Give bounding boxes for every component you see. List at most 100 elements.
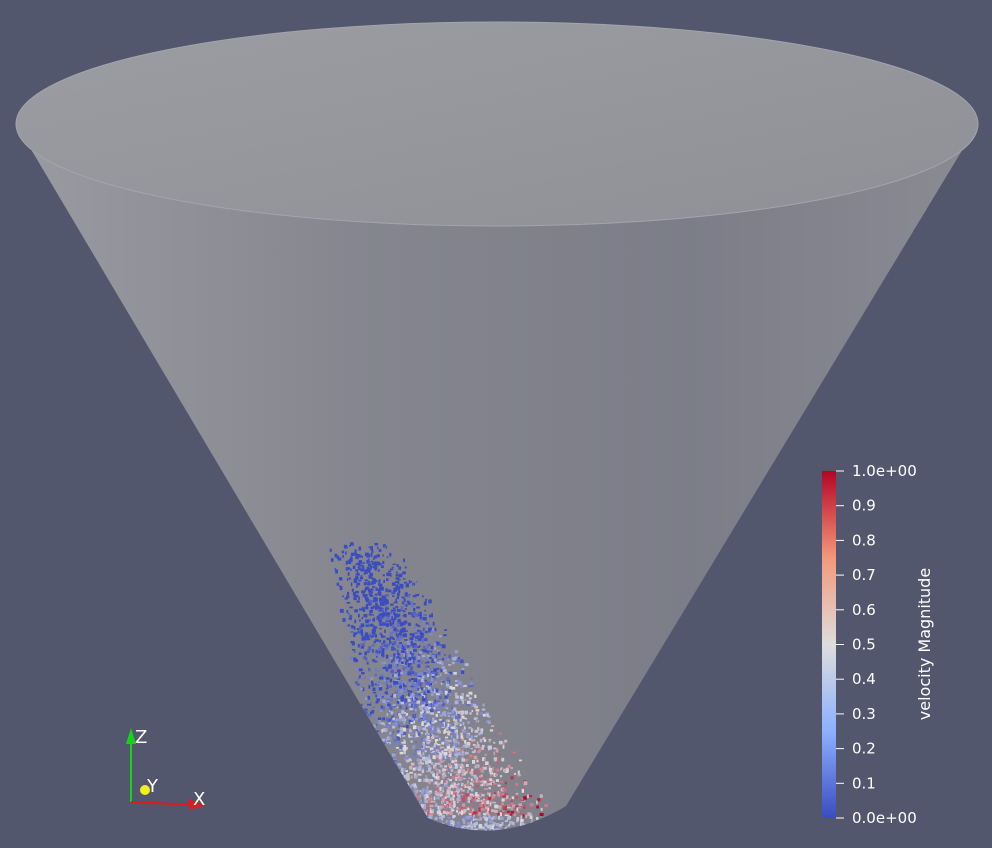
particle	[502, 745, 505, 749]
particle	[415, 636, 419, 639]
particle	[443, 731, 446, 734]
particle	[381, 695, 384, 698]
particle	[398, 623, 403, 627]
particle	[416, 810, 419, 814]
particle	[361, 606, 364, 609]
particle	[369, 609, 373, 613]
particle	[488, 806, 491, 811]
particle	[445, 792, 449, 797]
particle	[493, 801, 496, 804]
particle	[439, 635, 442, 638]
particle	[463, 795, 467, 798]
particle	[415, 733, 419, 738]
particle	[467, 790, 469, 794]
particle	[517, 810, 520, 813]
particle	[481, 708, 486, 711]
particle	[404, 608, 407, 610]
particle	[355, 553, 358, 557]
particle	[464, 806, 468, 809]
particle	[386, 684, 388, 686]
particle	[396, 798, 398, 803]
particle	[405, 725, 409, 729]
particle	[469, 795, 474, 800]
particle	[451, 710, 454, 714]
particle	[417, 664, 421, 668]
particle	[423, 601, 427, 606]
particle	[381, 635, 384, 638]
particle	[370, 565, 373, 569]
particle	[470, 747, 473, 750]
particle	[386, 770, 391, 773]
particle	[482, 757, 486, 762]
particle	[435, 770, 439, 773]
particle	[441, 817, 443, 821]
particle	[456, 801, 460, 803]
particle	[467, 798, 471, 801]
particle	[510, 813, 513, 816]
particle	[425, 626, 429, 629]
scalar-bar-tick-label: 1.0e+00	[852, 462, 917, 480]
particle	[336, 556, 339, 559]
scalar-bar-tick-label: 0.3	[852, 705, 876, 723]
particle	[409, 690, 413, 694]
particle	[456, 756, 458, 759]
particle	[417, 732, 421, 736]
particle	[400, 771, 404, 775]
particle	[425, 807, 429, 811]
particle	[474, 729, 479, 733]
particle	[480, 768, 484, 773]
particle	[431, 749, 435, 753]
particle	[425, 746, 430, 748]
particle	[433, 727, 436, 730]
particle	[395, 665, 399, 669]
particle	[401, 696, 404, 701]
particle	[431, 820, 434, 824]
particle	[449, 820, 452, 825]
particle	[362, 608, 366, 612]
particle	[511, 829, 516, 831]
particle	[455, 710, 458, 714]
particle	[354, 619, 357, 624]
particle	[405, 584, 409, 588]
particle	[435, 827, 438, 831]
particle	[428, 780, 431, 784]
particle	[467, 800, 471, 803]
particle	[468, 827, 471, 831]
particle	[443, 774, 447, 777]
particle	[392, 779, 395, 784]
particle	[413, 785, 418, 789]
particle	[416, 680, 420, 684]
particle	[334, 568, 337, 571]
particle	[400, 796, 404, 800]
particle	[444, 784, 448, 787]
particle	[453, 800, 456, 804]
particle	[381, 643, 385, 646]
particle	[404, 804, 409, 807]
particle	[461, 728, 465, 733]
particle	[401, 634, 404, 637]
particle	[484, 817, 488, 821]
particle	[408, 682, 412, 685]
particle	[452, 746, 456, 749]
particle	[395, 814, 399, 818]
particle	[408, 716, 412, 719]
particle	[448, 790, 452, 793]
particle	[451, 756, 456, 761]
particle	[347, 572, 350, 576]
particle	[457, 772, 461, 775]
particle	[381, 770, 385, 775]
particle	[415, 613, 420, 616]
particle	[342, 595, 344, 598]
particle	[495, 768, 500, 773]
particle	[467, 822, 471, 826]
particle	[467, 700, 470, 704]
particle	[448, 727, 452, 730]
particle	[385, 645, 389, 650]
particle	[474, 780, 476, 785]
particle	[401, 664, 405, 667]
particle	[539, 813, 544, 816]
particle	[376, 698, 380, 702]
particle	[422, 815, 427, 819]
particle	[488, 740, 491, 743]
